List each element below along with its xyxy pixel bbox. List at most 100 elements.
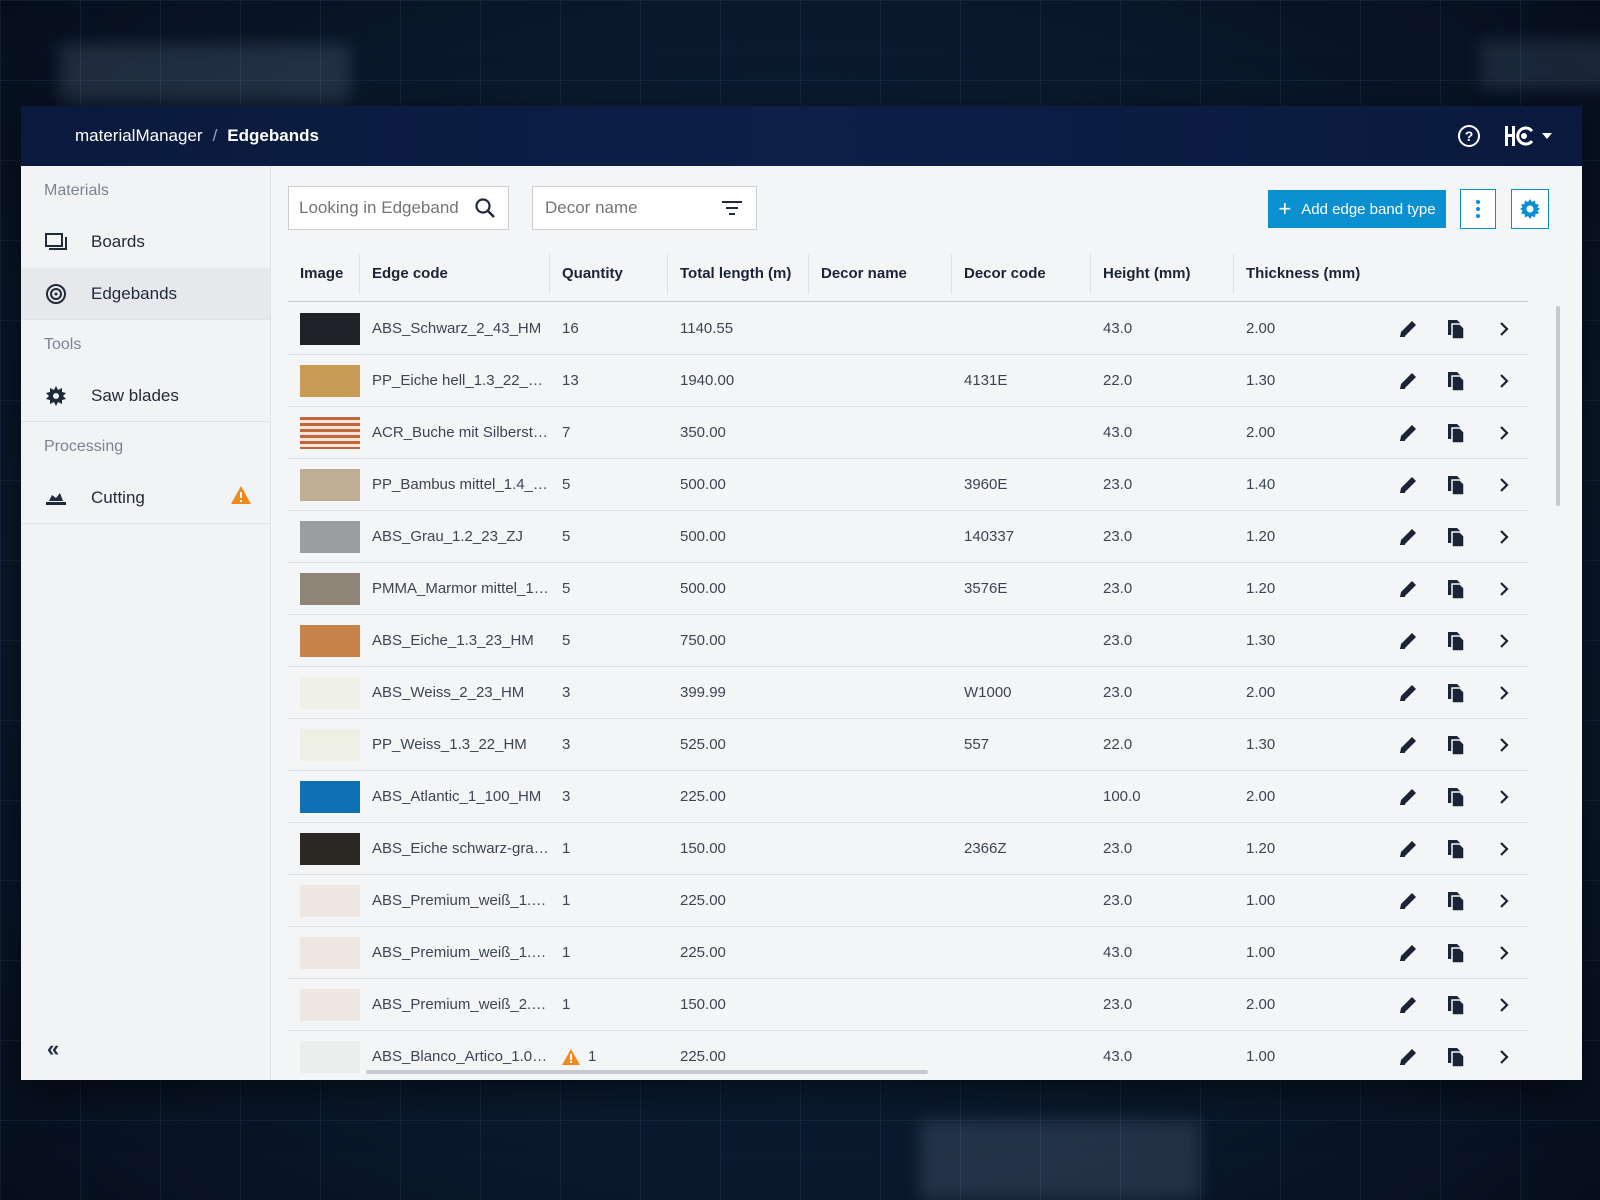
copy-button[interactable] [1432, 422, 1480, 444]
open-details-button[interactable] [1480, 581, 1528, 597]
vertical-scrollbar[interactable] [1556, 306, 1560, 506]
open-details-button[interactable] [1480, 945, 1528, 961]
table-row[interactable]: ABS_Premium_weiß_1.00_... 1 225.00 43.0 1.00 [288, 927, 1528, 979]
decor-filter-field[interactable] [532, 186, 757, 230]
sidebar-item-saw-blades[interactable]: Saw blades [21, 370, 270, 422]
column-header-total-length[interactable]: Total length (m) [668, 253, 809, 294]
open-details-button[interactable] [1480, 789, 1528, 805]
edit-button[interactable] [1384, 631, 1432, 651]
thickness-cell: 1.20 [1246, 528, 1276, 545]
collapse-sidebar-button[interactable]: « [47, 1036, 60, 1061]
decor-name-filter-input[interactable] [545, 198, 705, 218]
height-cell: 23.0 [1103, 528, 1133, 545]
open-details-button[interactable] [1480, 529, 1528, 545]
table-row[interactable]: PP_Eiche hell_1.3_22_HM 13 1940.00 4131E 22.… [288, 355, 1528, 407]
help-icon[interactable]: ? [1458, 125, 1480, 147]
table-row[interactable]: ABS_Grau_1.2_23_ZJ 5 500.00 140337 23.0 1.20 [288, 511, 1528, 563]
edit-button[interactable] [1384, 475, 1432, 495]
copy-button[interactable] [1432, 474, 1480, 496]
user-logo-menu[interactable] [1504, 124, 1552, 148]
edit-button[interactable] [1384, 1047, 1432, 1067]
edit-button[interactable] [1384, 943, 1432, 963]
open-details-button[interactable] [1480, 633, 1528, 649]
open-details-button[interactable] [1480, 841, 1528, 857]
table-header: Image Edge code Quantity Total length (m… [288, 246, 1528, 302]
edit-button[interactable] [1384, 527, 1432, 547]
edge-code-cell: ABS_Premium_weiß_2.00_... [372, 996, 550, 1013]
table-row[interactable]: ABS_Premium_weiß_1.00_... 1 225.00 23.0 1.00 [288, 875, 1528, 927]
copy-button[interactable] [1432, 994, 1480, 1016]
edit-button[interactable] [1384, 735, 1432, 755]
edit-button[interactable] [1384, 579, 1432, 599]
copy-button[interactable] [1432, 838, 1480, 860]
search-icon[interactable] [474, 197, 496, 224]
open-details-button[interactable] [1480, 425, 1528, 441]
table-row[interactable]: ACR_Buche mit Silberstreif... 7 350.00 43.0… [288, 407, 1528, 459]
add-edge-band-type-button[interactable]: + Add edge band type [1268, 190, 1446, 228]
quantity-value: 1 [588, 1047, 597, 1065]
image-cell [288, 988, 360, 1021]
more-options-button[interactable] [1460, 189, 1496, 229]
column-header-decor-name[interactable]: Decor name [809, 253, 952, 294]
copy-button[interactable] [1432, 526, 1480, 548]
open-details-button[interactable] [1480, 477, 1528, 493]
image-cell [288, 572, 360, 605]
edit-button[interactable] [1384, 787, 1432, 807]
copy-button[interactable] [1432, 1046, 1480, 1068]
open-details-button[interactable] [1480, 893, 1528, 909]
column-header-decor-code[interactable]: Decor code [952, 253, 1091, 294]
horizontal-scrollbar[interactable] [366, 1070, 928, 1074]
copy-button[interactable] [1432, 786, 1480, 808]
thickness-cell: 1.40 [1246, 476, 1276, 493]
sidebar-item-boards[interactable]: Boards [21, 216, 270, 268]
copy-button[interactable] [1432, 578, 1480, 600]
open-details-button[interactable] [1480, 373, 1528, 389]
table-row[interactable]: PP_Weiss_1.3_22_HM 3 525.00 557 22.0 1.30 [288, 719, 1528, 771]
column-header-quantity[interactable]: Quantity [550, 253, 668, 294]
edit-button[interactable] [1384, 371, 1432, 391]
open-details-button[interactable] [1480, 997, 1528, 1013]
table-row[interactable]: PP_Bambus mittel_1.4_23... 5 500.00 3960E 23… [288, 459, 1528, 511]
copy-button[interactable] [1432, 890, 1480, 912]
table-row[interactable]: ABS_Blanco_Artico_1.00_... 1 225.00 43.0 1.0… [288, 1031, 1528, 1080]
edit-button[interactable] [1384, 423, 1432, 443]
settings-button[interactable] [1511, 189, 1549, 229]
edit-button[interactable] [1384, 319, 1432, 339]
copy-button[interactable] [1432, 682, 1480, 704]
edit-button[interactable] [1384, 995, 1432, 1015]
table-row[interactable]: ABS_Premium_weiß_2.00_... 1 150.00 23.0 2.00 [288, 979, 1528, 1031]
column-header-edge-code[interactable]: Edge code [360, 253, 550, 294]
sidebar-item-edgebands[interactable]: Edgebands [21, 268, 270, 320]
table-row[interactable]: PMMA_Marmor mittel_1.2... 5 500.00 3576E 23.… [288, 563, 1528, 615]
copy-button[interactable] [1432, 370, 1480, 392]
open-details-button[interactable] [1480, 685, 1528, 701]
filter-icon[interactable] [722, 199, 742, 222]
column-header-thickness[interactable]: Thickness (mm) [1246, 265, 1361, 282]
edit-button[interactable] [1384, 683, 1432, 703]
column-header-image[interactable]: Image [288, 253, 360, 294]
breadcrumb-app-link[interactable]: materialManager [75, 126, 203, 145]
column-header-height[interactable]: Height (mm) [1091, 253, 1234, 294]
copy-button[interactable] [1432, 734, 1480, 756]
table-row[interactable]: ABS_Eiche schwarz-grau_... 1 150.00 2366Z 23… [288, 823, 1528, 875]
table-row[interactable]: ABS_Weiss_2_23_HM 3 399.99 W1000 23.0 2.00 [288, 667, 1528, 719]
edit-button[interactable] [1384, 891, 1432, 911]
copy-button[interactable] [1432, 942, 1480, 964]
quantity-cell: 1 [562, 840, 571, 857]
open-details-button[interactable] [1480, 737, 1528, 753]
search-field[interactable] [288, 186, 509, 230]
table-row[interactable]: ABS_Eiche_1.3_23_HM 5 750.00 23.0 1.30 [288, 615, 1528, 667]
pencil-icon [1398, 319, 1418, 339]
table-row[interactable]: ABS_Schwarz_2_43_HM 16 1140.55 43.0 2.00 [288, 303, 1528, 355]
copy-button[interactable] [1432, 630, 1480, 652]
sidebar-item-cutting[interactable]: Cutting [21, 472, 270, 524]
height-cell: 23.0 [1103, 840, 1133, 857]
thickness-cell: 1.00 [1246, 1048, 1276, 1065]
copy-button[interactable] [1432, 318, 1480, 340]
height-cell: 22.0 [1103, 736, 1133, 753]
open-details-button[interactable] [1480, 321, 1528, 337]
edit-button[interactable] [1384, 839, 1432, 859]
search-input[interactable] [299, 198, 459, 218]
table-row[interactable]: ABS_Atlantic_1_100_HM 3 225.00 100.0 2.00 [288, 771, 1528, 823]
open-details-button[interactable] [1480, 1049, 1528, 1065]
